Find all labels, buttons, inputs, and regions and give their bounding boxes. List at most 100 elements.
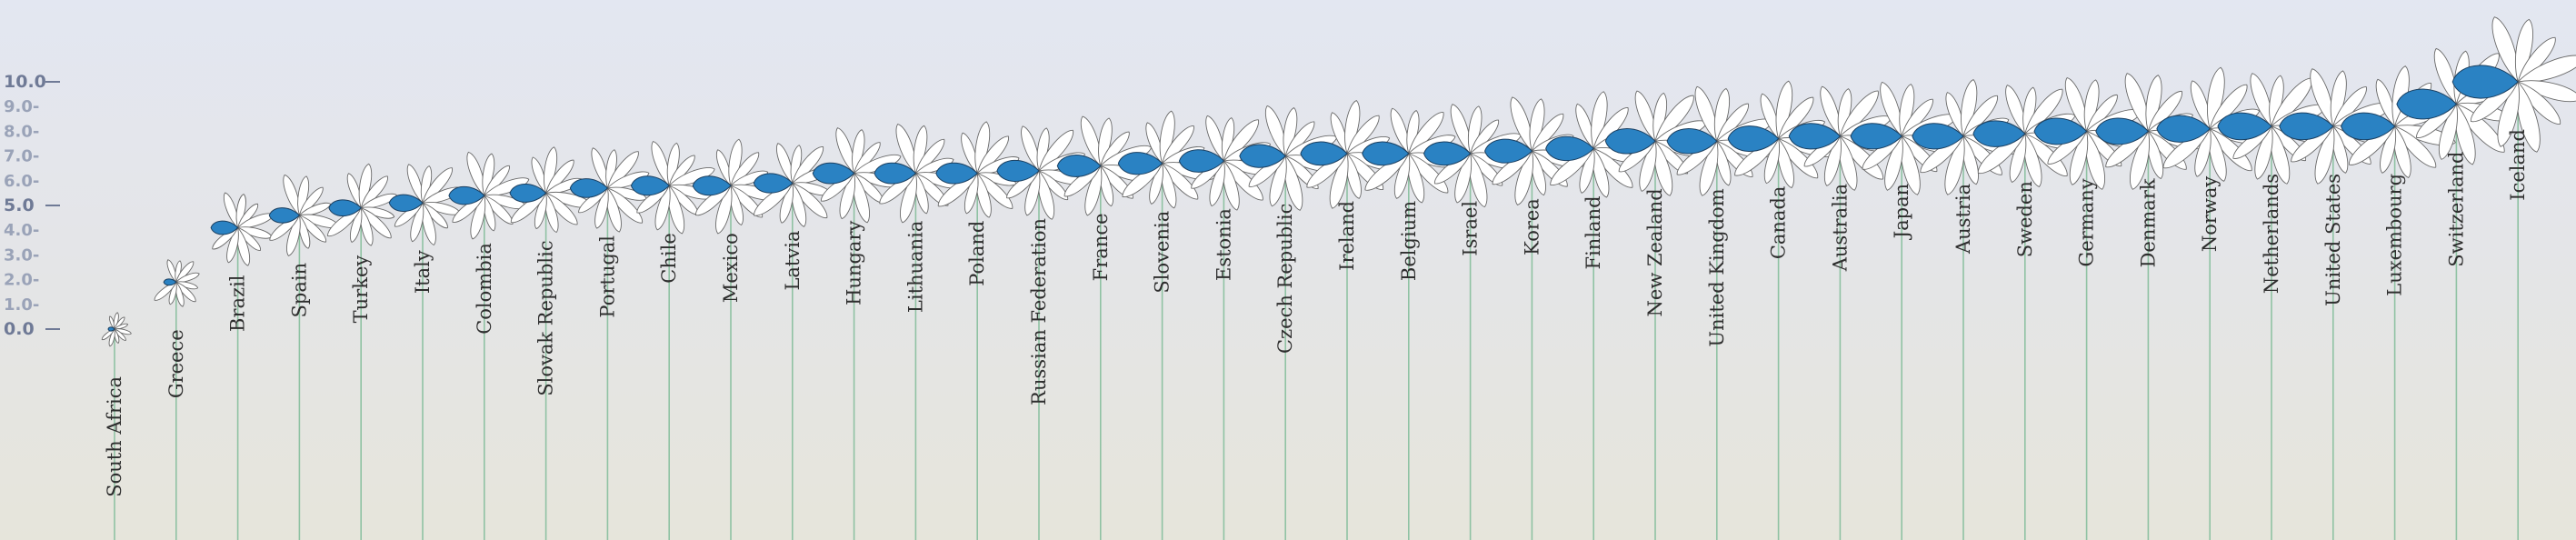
country-label: Spain (288, 263, 310, 318)
value-petal (210, 220, 239, 235)
value-petal (388, 194, 424, 212)
white-petal (2254, 125, 2273, 180)
y-tick-label: 1.0- (4, 295, 39, 315)
y-tick-label: 3.0- (4, 245, 39, 265)
value-petal (1972, 120, 2026, 147)
flower-spain (268, 174, 340, 256)
y-axis: 10.0 9.0- 8.0- 7.0- 6.0- 5.0 4.0- 3.0- 2.0- 1.0- 0… (4, 72, 60, 339)
value-petal (1300, 141, 1348, 166)
country-label: Switzerland (2445, 151, 2467, 266)
country-label: Lithuania (904, 221, 926, 313)
white-petal (1084, 165, 1103, 216)
y-tick-label: 0.0 (4, 319, 35, 339)
country-label: Ireland (1336, 201, 1358, 271)
white-petal (853, 154, 902, 175)
value-petal (1362, 141, 1410, 166)
flower-slovak-republic (509, 146, 594, 234)
y-tick-label: 6.0- (4, 172, 39, 191)
country-label: Greece (165, 329, 187, 398)
value-petal (630, 175, 670, 196)
value-petal (2033, 117, 2088, 145)
value-petal (2341, 112, 2396, 141)
country-label: Italy (412, 250, 434, 294)
country-label: Germany (2076, 178, 2098, 266)
flower-finland (1545, 91, 1641, 198)
country-label: Latvia (782, 231, 804, 291)
white-petal (1269, 155, 1287, 207)
white-petal (2069, 130, 2089, 185)
country-label: Australia (1829, 184, 1851, 272)
country-label: Iceland (2507, 129, 2529, 201)
value-petal (1545, 135, 1594, 162)
white-petal (483, 177, 530, 196)
country-label: Hungary (844, 221, 865, 305)
country-label: Korea (1521, 198, 1543, 255)
white-petal (1944, 135, 1965, 195)
country-label: Poland (966, 221, 988, 286)
value-petal (268, 207, 301, 224)
white-petal (2517, 55, 2576, 83)
country-label: Russian Federation (1028, 218, 1050, 405)
white-petal (1024, 169, 1041, 216)
value-petal (996, 159, 1040, 182)
white-petal (470, 195, 486, 240)
country-label: Colombia (474, 243, 495, 335)
white-petal (606, 171, 650, 189)
white-petal (410, 202, 424, 243)
flower-slovenia (1117, 110, 1216, 209)
country-label: United States (2322, 174, 2344, 306)
flower-turkey (327, 163, 397, 246)
white-petal (839, 172, 855, 220)
white-petal (226, 226, 239, 264)
white-petal (715, 185, 733, 235)
country-label: Netherlands (2261, 174, 2282, 294)
flower-lithuania (874, 124, 964, 224)
country-label: Norway (2199, 176, 2221, 253)
flower-poland (935, 121, 1020, 218)
white-petal (2314, 125, 2335, 185)
country-label: United Kingdom (1706, 188, 1728, 346)
value-petal (812, 162, 855, 185)
value-petal (692, 175, 732, 196)
white-petal (899, 172, 917, 224)
y-tick-label: 10.0 (4, 72, 46, 92)
white-petal (1209, 160, 1225, 207)
value-petal (1912, 123, 1964, 150)
value-petal (107, 326, 115, 332)
value-petal (328, 199, 362, 217)
flower-united-kingdom (1666, 85, 1773, 196)
y-tick-label: 7.0- (4, 147, 39, 166)
country-label: Brazil (227, 275, 249, 332)
y-tick-label: 9.0- (4, 97, 39, 116)
white-petal (101, 328, 115, 341)
country-label: South Africa (104, 376, 125, 497)
value-petal (1178, 149, 1225, 173)
white-petal (1699, 140, 1719, 196)
value-petal (753, 173, 794, 194)
value-petal (1484, 138, 1533, 164)
white-petal (1329, 152, 1349, 209)
country-label: Slovenia (1152, 211, 1173, 294)
country-label: Canada (1768, 186, 1790, 260)
value-petal (2156, 115, 2211, 143)
white-petal (654, 185, 671, 231)
white-petal (594, 186, 609, 229)
country-label: Denmark (2137, 178, 2159, 267)
country-labels: South Africa Greece Brazil Spain Turkey Italy… (104, 129, 2529, 497)
white-petal (2497, 81, 2520, 147)
value-petal (2279, 112, 2334, 141)
country-label: Turkey (350, 255, 372, 324)
country-label: New Zealand (1644, 188, 1666, 316)
country-label: France (1090, 213, 1112, 281)
flower-mexico (692, 138, 778, 235)
white-petal (668, 167, 715, 186)
y-tick-label: 5.0 (4, 195, 35, 215)
white-petal (1514, 150, 1533, 206)
flower-germany (2033, 77, 2142, 190)
flower-new-zealand (1604, 90, 1708, 196)
white-petal (2130, 130, 2150, 190)
flower-greece (154, 259, 200, 307)
country-label: Finland (1583, 195, 1604, 269)
value-petal (509, 183, 547, 203)
